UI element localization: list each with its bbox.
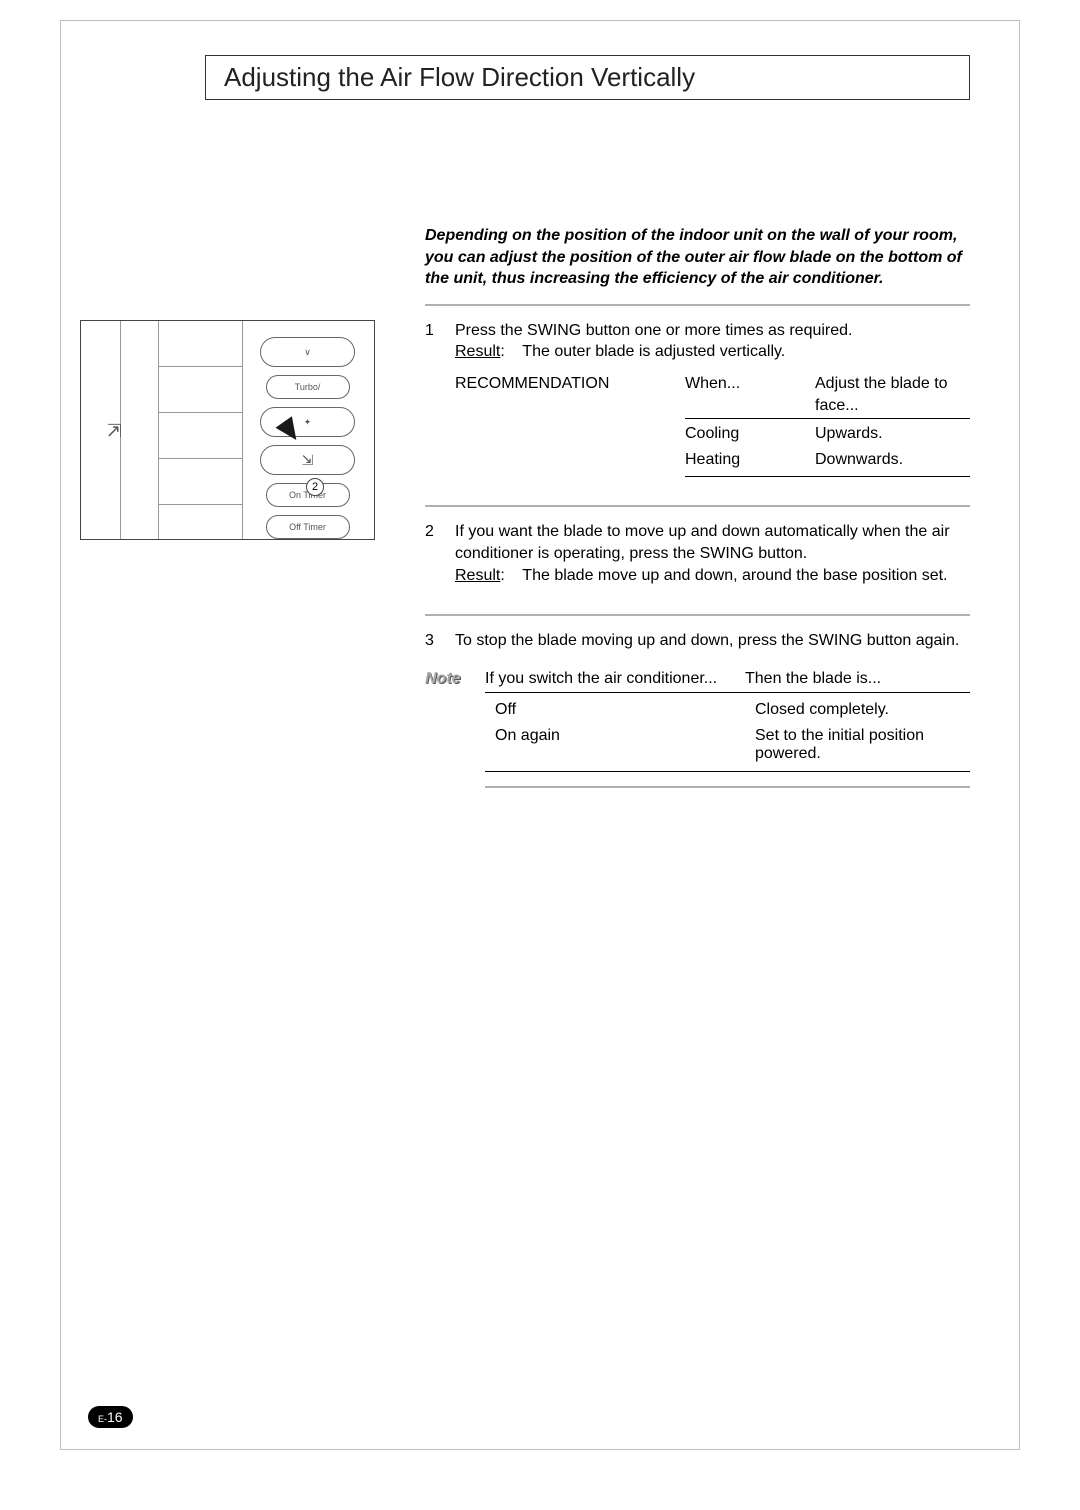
note-cell: Off (495, 701, 755, 719)
note-header-blade: Then the blade is... (745, 670, 970, 688)
result-label: Result (455, 567, 500, 584)
rec-header-face: Adjust the blade to face... (815, 373, 970, 416)
title-box: Adjusting the Air Flow Direction Vertica… (205, 55, 970, 100)
remote-button-off-timer: Off Timer (266, 515, 350, 539)
note-cell: Set to the initial position powered. (755, 727, 970, 763)
note-header-switch: If you switch the air conditioner... (485, 670, 745, 688)
rec-cell: Upwards. (815, 423, 970, 445)
remote-button-swing: ⇲ (260, 445, 355, 475)
button-label: ✦ (304, 417, 312, 428)
separator (485, 786, 970, 788)
result-text: The outer blade is adjusted vertically. (522, 343, 785, 360)
rec-label: RECOMMENDATION (455, 373, 685, 477)
remote-seg (159, 321, 242, 367)
rec-cell: Downwards. (815, 449, 970, 471)
page-title: Adjusting the Air Flow Direction Vertica… (224, 62, 695, 93)
remote-button-turbo: Turbo/ (266, 375, 350, 399)
rec-cell: Cooling (685, 423, 815, 445)
step-text: If you want the blade to move up and dow… (455, 521, 970, 564)
swing-icon: ⇲ (302, 452, 314, 469)
result-text: The blade move up and down, around the b… (522, 567, 947, 584)
note: Note If you switch the air conditioner..… (425, 670, 970, 788)
step-text: Press the SWING button one or more times… (455, 320, 970, 342)
remote-button-mode: ✦ (260, 407, 355, 437)
note-label: Note (425, 670, 485, 788)
remote-col-3 (159, 321, 243, 539)
remote-buttons-area: ∨ Turbo/ ✦ ⇲ On Timer Off Timer (253, 329, 362, 531)
separator (425, 505, 970, 507)
step-number: 2 (425, 521, 455, 586)
remote-seg (159, 413, 242, 459)
page-prefix: E- (98, 1414, 107, 1424)
step-body: If you want the blade to move up and dow… (455, 521, 970, 586)
remote-seg (159, 367, 242, 413)
intro-text: Depending on the position of the indoor … (425, 225, 970, 306)
result-label: Result (455, 343, 500, 360)
step-3: 3 To stop the blade moving up and down, … (425, 630, 970, 652)
recommendation-table: RECOMMENDATION When... Adjust the blade … (455, 373, 970, 477)
rec-cell: Heating (685, 449, 815, 471)
step-number: 3 (425, 630, 455, 652)
remote-col-2 (121, 321, 159, 539)
content-area: Depending on the position of the indoor … (425, 225, 970, 788)
button-label: ∨ (304, 347, 311, 358)
step-text: To stop the blade moving up and down, pr… (455, 630, 970, 652)
button-label: Turbo/ (295, 382, 321, 392)
page-num-value: 16 (107, 1409, 123, 1425)
step-number: 1 (425, 320, 455, 478)
button-label: Off Timer (289, 522, 326, 532)
remote-button-down: ∨ (260, 337, 355, 367)
page-number: E-16 (88, 1406, 133, 1428)
note-cell: On again (495, 727, 755, 763)
rec-header-when: When... (685, 373, 815, 416)
step-2: 2 If you want the blade to move up and d… (425, 521, 970, 586)
step-body: To stop the blade moving up and down, pr… (455, 630, 970, 652)
note-cell: Closed completely. (755, 701, 970, 719)
remote-seg (159, 459, 242, 505)
side-swing-icon: ⇲ (105, 423, 126, 438)
callout-2: 2 (306, 478, 324, 496)
separator (425, 614, 970, 616)
step-body: Press the SWING button one or more times… (455, 320, 970, 478)
step-1: 1 Press the SWING button one or more tim… (425, 320, 970, 478)
